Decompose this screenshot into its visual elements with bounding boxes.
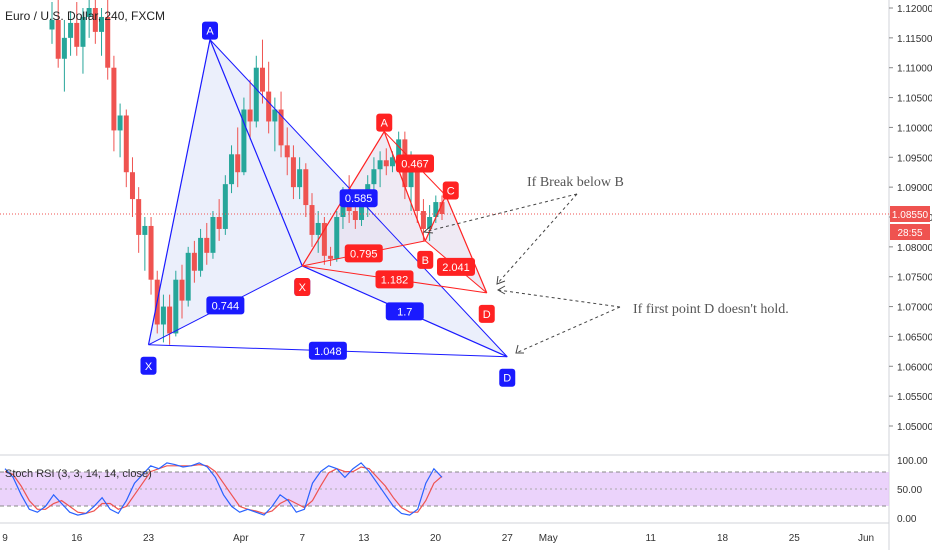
- candle-body: [149, 226, 154, 280]
- pattern-point-label: A: [206, 26, 214, 38]
- time-tick-label: May: [539, 533, 558, 544]
- candle-body: [353, 211, 358, 220]
- candle-body: [198, 238, 203, 271]
- stoch-tick-label: 100.00: [897, 456, 928, 467]
- candle-body: [161, 307, 166, 325]
- candle-body: [68, 23, 73, 38]
- candle-body: [371, 169, 376, 184]
- price-tick-label: 1.07000: [897, 303, 932, 314]
- time-tick-label: 20: [430, 533, 442, 544]
- pattern-ratio-label: 1.048: [314, 346, 342, 358]
- candle-body: [105, 17, 110, 68]
- pattern-ratio-label: 1.7: [397, 306, 412, 318]
- price-tick-label: 1.06500: [897, 332, 932, 343]
- candle-body: [62, 38, 67, 59]
- time-tick-label: Jun: [858, 533, 874, 544]
- stoch-tick-label: 50.00: [897, 485, 922, 496]
- price-tick-label: 1.12000: [897, 4, 932, 15]
- stoch-label: Stoch RSI (3, 3, 14, 14, close): [5, 468, 152, 480]
- candle-body: [297, 169, 302, 187]
- candle-body: [124, 115, 129, 172]
- stoch-tick-label: 0.00: [897, 514, 917, 525]
- candle-body: [328, 256, 333, 259]
- candle-body: [359, 205, 364, 220]
- time-tick-label: 18: [717, 533, 729, 544]
- price-tick-label: 1.08000: [897, 243, 932, 254]
- price-tick-label: 1.09500: [897, 153, 932, 164]
- pattern-ratio-label: 0.795: [350, 248, 378, 260]
- candle-body: [217, 217, 222, 229]
- pattern-ratio-label: 0.467: [401, 159, 429, 171]
- time-tick-label: 11: [646, 533, 657, 544]
- time-tick-label: 23: [143, 533, 155, 544]
- candle-body: [229, 154, 234, 184]
- price-tick-label: 1.10500: [897, 94, 932, 105]
- candle-body: [248, 110, 253, 122]
- candle-body: [210, 217, 215, 253]
- candle-body: [192, 253, 197, 271]
- pattern-point-label: C: [447, 186, 455, 198]
- pattern-point-label: X: [145, 361, 153, 373]
- pattern-ratio-label: 1.182: [381, 274, 409, 286]
- annotation-first-d: If first point D doesn't hold.: [633, 302, 789, 317]
- candle-body: [130, 172, 135, 199]
- candle-body: [186, 253, 191, 301]
- annotation-break-below-b: If Break below B: [527, 175, 624, 190]
- time-tick-label: 13: [358, 533, 370, 544]
- pattern-ratio-label: 2.041: [442, 262, 470, 274]
- time-tick-label: 16: [71, 533, 83, 544]
- pattern-point-label: D: [483, 309, 491, 321]
- candle-body: [316, 223, 321, 235]
- candle-body: [384, 160, 389, 166]
- candle-body: [266, 92, 271, 122]
- time-tick-label: 25: [789, 533, 801, 544]
- candle-body: [254, 68, 259, 122]
- candle-body: [167, 307, 172, 334]
- price-tick-label: 1.11500: [897, 34, 932, 45]
- candle-body: [223, 184, 228, 229]
- candle-body: [291, 157, 296, 187]
- pattern-point-label: A: [381, 118, 389, 130]
- price-tick-label: 1.11000: [897, 64, 932, 75]
- pattern-ratio-label: 0.744: [212, 300, 240, 312]
- price-tick-label: 1.09000: [897, 183, 932, 194]
- price-tick-label: 1.10000: [897, 123, 932, 134]
- price-tick-label: 1.05500: [897, 392, 932, 403]
- candle-body: [136, 199, 141, 235]
- candle-body: [260, 68, 265, 92]
- candle-body: [378, 160, 383, 169]
- candle-body: [74, 23, 79, 47]
- candle-body: [142, 226, 147, 235]
- candle-body: [310, 205, 315, 235]
- candle-body: [235, 154, 240, 172]
- time-tick-label: 7: [299, 533, 305, 544]
- candle-body: [111, 68, 116, 131]
- candle-body: [118, 115, 123, 130]
- time-tick-label: Apr: [233, 533, 249, 544]
- countdown-tag: 28:55: [897, 228, 922, 239]
- candle-body: [173, 280, 178, 334]
- price-tick-label: 1.06000: [897, 362, 932, 373]
- candle-body: [56, 20, 61, 59]
- pattern-point-label: B: [422, 255, 429, 267]
- candle-body: [334, 217, 339, 259]
- price-tick-label: 1.07500: [897, 273, 932, 284]
- pattern-point-label: D: [503, 373, 511, 385]
- price-tag: 1.08550: [892, 210, 929, 221]
- pattern-point-label: X: [299, 282, 307, 294]
- candle-body: [303, 169, 308, 205]
- pattern-ratio-label: 0.585: [345, 193, 373, 205]
- price-tick-label: 1.05000: [897, 422, 932, 433]
- candle-body: [204, 238, 209, 253]
- candle-body: [285, 145, 290, 157]
- symbol-title: Euro / U.S. Dollar, 240, FXCM: [5, 9, 165, 23]
- time-tick-label: 27: [502, 533, 514, 544]
- time-tick-label: 9: [2, 533, 8, 544]
- candle-body: [180, 280, 185, 301]
